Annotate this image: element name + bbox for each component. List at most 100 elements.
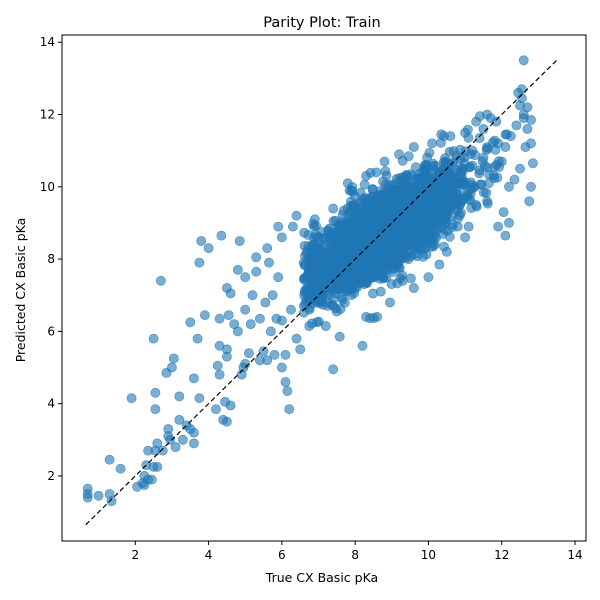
data-point [150,387,161,398]
data-point [447,158,458,169]
data-point [467,145,478,156]
data-point [328,364,339,375]
data-point [367,184,378,195]
data-point [194,393,205,404]
data-point [410,162,421,173]
y-tick-label: 12 [40,108,55,122]
x-tick-label: 8 [351,548,359,562]
data-point [482,109,492,120]
data-point [165,434,175,445]
data-point [504,181,514,192]
data-point [396,228,407,239]
data-point [298,257,309,268]
data-point [225,400,236,411]
data-point [496,156,507,167]
data-point [356,242,367,253]
data-point [155,275,166,286]
data-point [366,214,377,225]
data-point [319,240,329,251]
data-point [152,461,163,472]
data-point [251,266,262,277]
data-point [216,230,227,241]
y-axis-ticks: 2 4 6 8 10 12 14 [40,35,62,483]
data-point [306,272,317,283]
data-point [355,226,366,237]
data-point [526,181,536,192]
data-point [504,217,514,228]
data-point [174,391,185,402]
data-point [240,272,251,283]
data-point [343,276,354,287]
data-point [287,221,298,232]
data-point [386,213,397,224]
data-point [221,344,232,355]
data-point [483,178,494,189]
data-point [166,362,177,373]
scatter-points [82,55,538,507]
data-point [357,340,368,351]
data-point [82,492,93,503]
data-point [491,116,502,127]
data-point [221,416,232,427]
data-point [425,188,436,199]
data-point [366,202,376,213]
data-point [385,297,395,308]
data-point [232,264,243,275]
x-axis-label: True CX Basic pKa [265,570,378,585]
data-point [427,138,437,149]
data-point [328,216,339,227]
data-point [471,116,481,127]
data-point [346,185,357,196]
reference-line [85,59,558,526]
data-point [157,445,168,456]
data-point [482,196,492,207]
data-point [383,182,394,193]
data-point [258,346,269,357]
data-point [284,404,295,414]
x-tick-label: 10 [421,548,436,562]
data-point [368,233,379,244]
chart-title: Parity Plot: Train [263,15,380,31]
data-point [310,229,321,240]
data-point [509,174,520,185]
data-point [223,310,234,320]
data-point [304,321,315,331]
data-point [291,333,302,344]
x-tick-label: 4 [205,548,213,562]
data-point [286,304,296,315]
data-point [295,344,306,355]
data-point [424,147,435,158]
data-point [375,286,386,297]
data-point [409,202,420,213]
data-point [368,224,379,235]
data-point [245,319,256,329]
data-point [254,313,265,324]
data-point [380,229,391,240]
data-point [511,120,522,131]
x-axis-ticks: 2 4 6 8 10 12 14 [131,541,583,562]
data-point [115,463,126,474]
data-point [413,193,424,204]
data-point [361,311,371,322]
data-point [273,272,284,283]
data-point [177,434,188,445]
data-point [338,205,349,216]
y-tick-label: 10 [40,180,55,194]
data-point [428,167,438,178]
data-point [309,214,320,225]
data-point [474,165,485,176]
data-point [170,442,181,452]
y-tick-label: 8 [47,252,55,266]
data-point [463,221,474,232]
data-point [269,349,280,360]
x-tick-label: 2 [131,548,139,562]
data-point [378,265,389,275]
data-point [463,194,474,204]
data-point [362,260,372,271]
data-point [93,490,104,501]
data-point [350,263,361,274]
data-point [150,404,161,414]
data-point [331,288,342,299]
data-point [442,225,453,236]
